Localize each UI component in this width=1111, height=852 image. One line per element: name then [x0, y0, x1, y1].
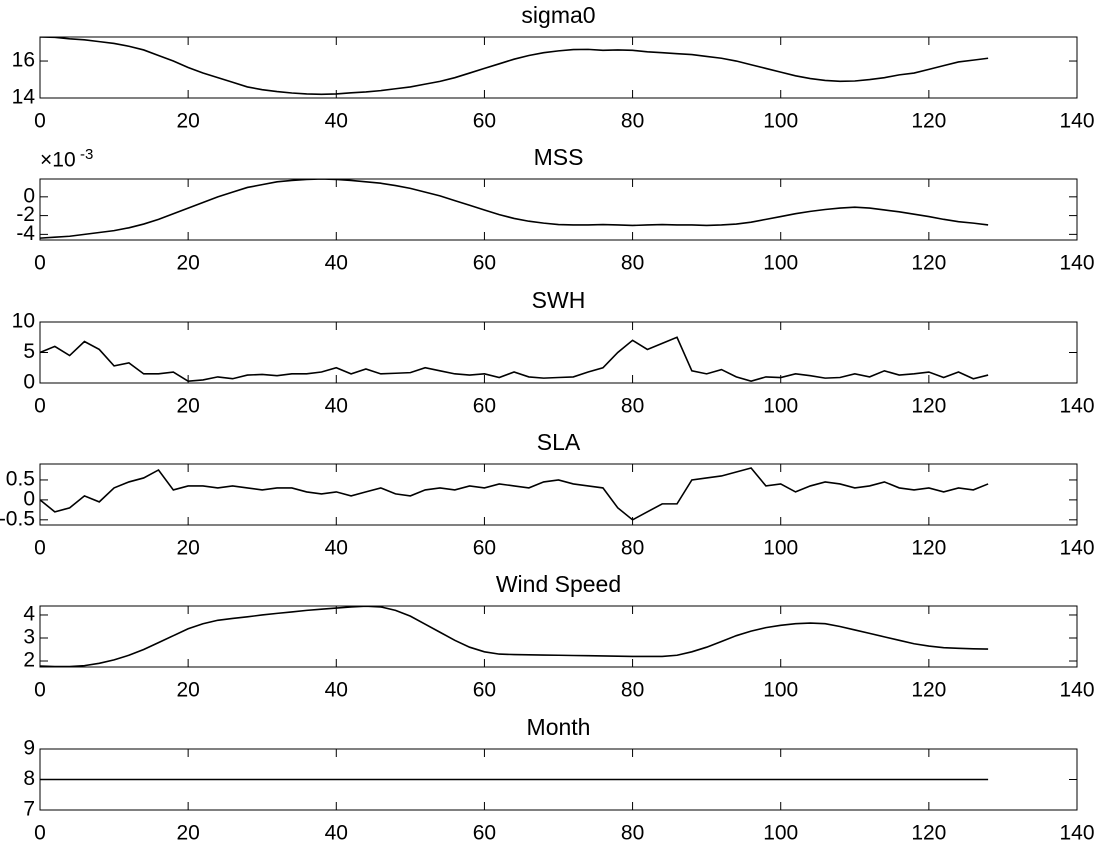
data-line [40, 336, 989, 383]
x-tick-label: 100 [763, 110, 798, 133]
x-tick-label: 20 [176, 252, 199, 275]
subplot: SWH 0 20 40 60 80 100 120 140 0 5 10 [12, 287, 1095, 417]
y-tick-label: 5 [23, 340, 35, 363]
y-tick-label: 3 [23, 626, 35, 649]
data-line [40, 37, 989, 96]
subplot: sigma0 0 20 40 60 80 100 120 140 14 16 [12, 2, 1095, 132]
subplot: Wind Speed 0 20 40 60 80 100 120 140 234 [23, 571, 1094, 701]
x-tick-label: 20 [176, 110, 199, 133]
axes-box [39, 605, 1078, 668]
plot-area [40, 179, 989, 239]
data-line [40, 606, 989, 667]
axes-box [39, 321, 1078, 384]
x-tick-label: 0 [34, 110, 46, 133]
x-tick-label: 120 [911, 395, 946, 418]
y-tick-label: 0 [23, 487, 35, 510]
x-tick-label: 100 [763, 252, 798, 275]
subplot-title: sigma0 [521, 2, 595, 28]
x-tick-label: 140 [1059, 537, 1094, 560]
x-tick-label: 60 [473, 679, 496, 702]
x-tick-label: 80 [621, 679, 644, 702]
x-tick-label: 100 [763, 395, 798, 418]
axes-box [39, 463, 1078, 526]
axes-box [39, 748, 1078, 811]
plot-area [40, 37, 989, 96]
x-tick-label: 0 [34, 822, 46, 845]
x-tick-label: 140 [1059, 110, 1094, 133]
y-tick-label: -4 [16, 222, 35, 245]
y-tick-label: 8 [23, 767, 35, 790]
x-tick-label: 40 [325, 110, 348, 133]
subplot-title: MSS [534, 144, 584, 170]
offset-exponent: -3 [80, 146, 93, 163]
x-tick-label: 40 [325, 537, 348, 560]
x-tick-label: 80 [621, 395, 644, 418]
y-tick-label: -0.5 [0, 507, 35, 530]
y-tick-label: 14 [12, 86, 36, 109]
subplot-title: Wind Speed [496, 571, 621, 597]
x-tick-label: 80 [621, 822, 644, 845]
x-tick-label: 100 [763, 822, 798, 845]
y-tick-label: 0 [23, 371, 35, 394]
subplot: Month 0 20 40 60 80 100 120 140 7 8 9 [23, 714, 1094, 844]
x-tick-label: 20 [176, 395, 199, 418]
x-tick-label: 0 [34, 679, 46, 702]
subplot-title: SLA [537, 429, 581, 455]
x-tick-label: 80 [621, 110, 644, 133]
x-tick-label: 0 [34, 252, 46, 275]
plot-area [40, 336, 989, 383]
y-tick-label: -2 [16, 203, 35, 226]
y-tick-label: 9 [23, 737, 35, 760]
y-tick-label: 0.5 [6, 467, 35, 490]
y-tick-label: 2 [23, 649, 35, 672]
x-tick-label: 60 [473, 395, 496, 418]
y-tick-label: 4 [23, 603, 35, 626]
x-tick-label: 20 [176, 679, 199, 702]
offset-base: ×10 [40, 149, 76, 172]
x-tick-label: 100 [763, 679, 798, 702]
axes-box [39, 36, 1078, 99]
x-tick-label: 40 [325, 395, 348, 418]
x-tick-label: 20 [176, 822, 199, 845]
y-tick-label: 10 [12, 310, 35, 333]
y-tick-label: 0 [23, 184, 35, 207]
x-tick-label: 140 [1059, 822, 1094, 845]
plot-area [40, 467, 989, 521]
x-tick-label: 120 [911, 537, 946, 560]
y-tick-label: 7 [23, 798, 35, 821]
x-tick-label: 20 [176, 537, 199, 560]
plot-area [40, 606, 989, 667]
x-tick-label: 60 [473, 822, 496, 845]
x-tick-label: 80 [621, 537, 644, 560]
x-tick-label: 120 [911, 110, 946, 133]
x-tick-label: 120 [911, 822, 946, 845]
x-tick-label: 0 [34, 537, 46, 560]
data-line [40, 179, 989, 239]
x-tick-label: 40 [325, 822, 348, 845]
x-tick-label: 40 [325, 252, 348, 275]
x-tick-label: 80 [621, 252, 644, 275]
subplot-title: Month [527, 714, 591, 740]
x-tick-label: 60 [473, 252, 496, 275]
subplot-title: SWH [532, 287, 586, 313]
x-tick-label: 100 [763, 537, 798, 560]
x-tick-label: 120 [911, 679, 946, 702]
x-tick-label: 60 [473, 537, 496, 560]
data-line [40, 467, 989, 521]
x-tick-label: 140 [1059, 679, 1094, 702]
axes-box [39, 178, 1078, 241]
x-tick-label: 140 [1059, 395, 1094, 418]
x-tick-label: 0 [34, 395, 46, 418]
x-tick-label: 40 [325, 679, 348, 702]
x-tick-label: 140 [1059, 252, 1094, 275]
x-tick-label: 60 [473, 110, 496, 133]
x-tick-label: 120 [911, 252, 946, 275]
y-tick-label: 16 [12, 49, 35, 72]
